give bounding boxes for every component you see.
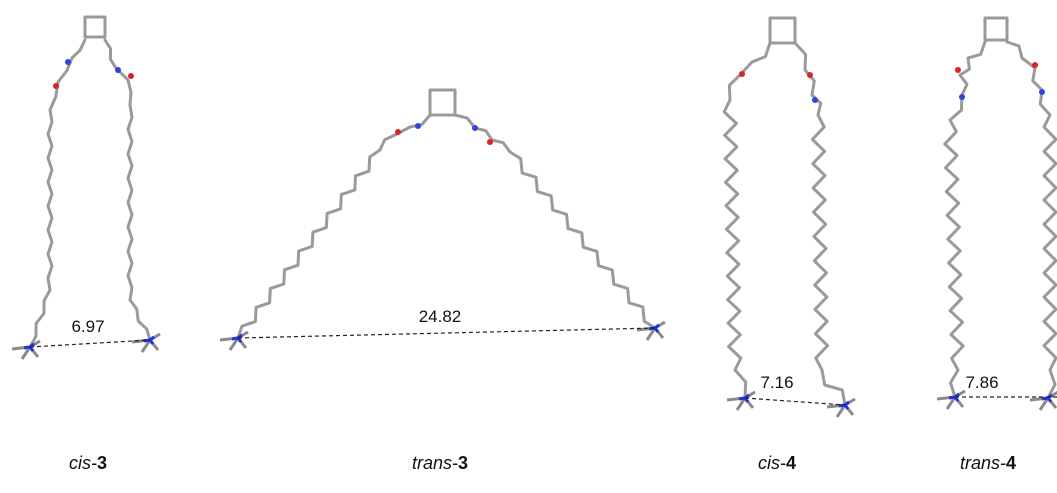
atom	[955, 67, 961, 73]
distance-label: 7.86	[965, 373, 998, 392]
atom	[1039, 89, 1045, 95]
caption: trans-3	[412, 453, 468, 473]
atom	[415, 123, 421, 129]
figure: 6.97 24.82 7.16 7.86 cis-3 trans-3 cis-4…	[0, 0, 1057, 493]
nitrogen	[30, 347, 33, 351]
atom	[472, 125, 478, 131]
nitrogen	[845, 405, 848, 409]
atom	[487, 139, 493, 145]
ring	[985, 18, 1007, 40]
bond	[238, 115, 430, 338]
atom	[812, 97, 818, 103]
distance-label: 24.82	[419, 307, 462, 326]
distance-label: 7.16	[760, 373, 793, 392]
atom	[128, 73, 134, 79]
bond	[1007, 42, 1056, 398]
nitrogen	[150, 340, 153, 344]
atom	[395, 129, 401, 135]
atom	[115, 67, 121, 73]
bond	[455, 115, 655, 328]
caption-prefix: cis-	[758, 453, 786, 473]
caption-prefix: cis-	[69, 453, 97, 473]
ring	[85, 17, 105, 37]
caption-number: 4	[786, 453, 796, 473]
caption-number: 3	[458, 453, 468, 473]
atom	[739, 71, 745, 77]
caption: cis-3	[69, 453, 107, 473]
caption-prefix: trans-	[960, 453, 1006, 473]
caption-prefix: trans-	[412, 453, 458, 473]
ring	[770, 18, 795, 43]
atom	[959, 94, 965, 100]
nitrogen	[238, 338, 241, 342]
atom	[1032, 62, 1038, 68]
bond	[945, 42, 985, 397]
nitrogen	[1048, 398, 1051, 402]
caption: cis-4	[758, 453, 796, 473]
atom	[65, 59, 71, 65]
distance-line	[745, 398, 845, 405]
distance-line	[238, 328, 655, 338]
page: 6.97 24.82 7.16 7.86 cis-3 trans-3 cis-4…	[0, 0, 1057, 493]
atom	[53, 83, 59, 89]
caption-number: 4	[1006, 453, 1016, 473]
caption: trans-4	[960, 453, 1016, 473]
nitrogen	[655, 328, 658, 332]
bond	[105, 40, 150, 340]
caption-number: 3	[97, 453, 107, 473]
bond	[724, 43, 770, 398]
ring	[430, 90, 455, 115]
molecules	[12, 17, 1057, 417]
bond	[795, 43, 845, 405]
distance-label: 6.97	[71, 317, 104, 336]
atom	[807, 72, 813, 78]
